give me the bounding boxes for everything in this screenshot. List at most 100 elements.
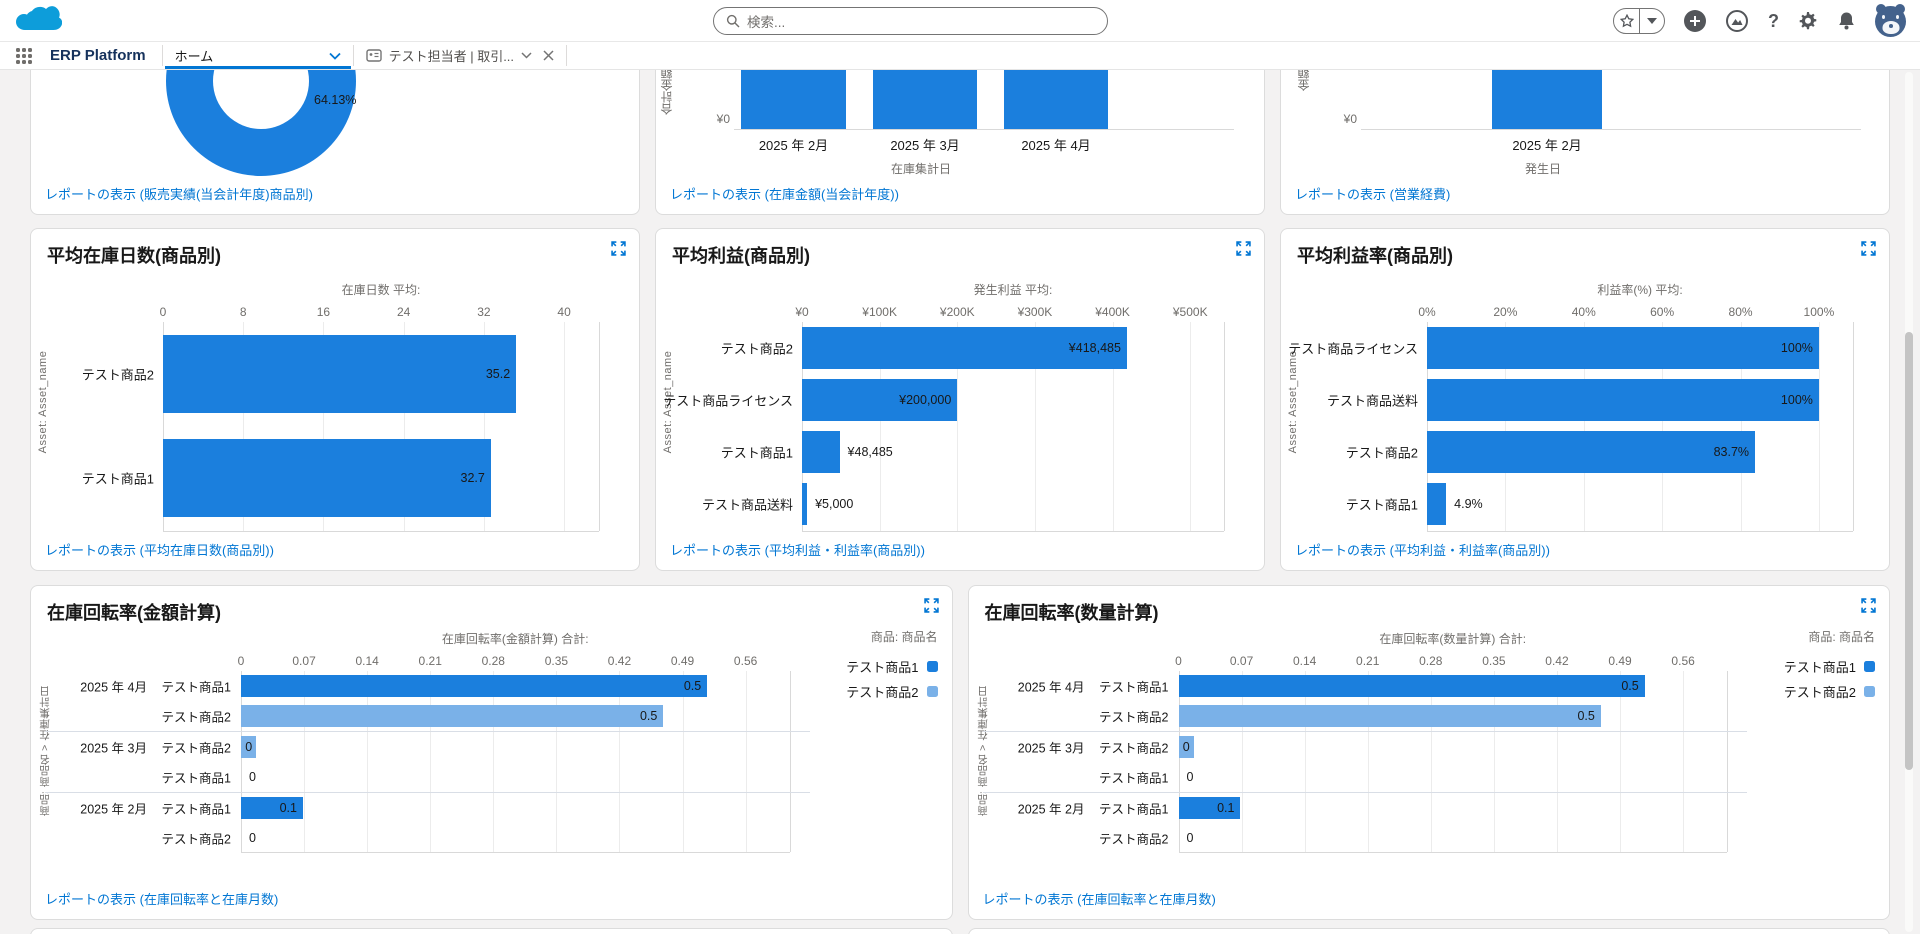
bar-group: 2025 年 4月 テスト商品1 0.5 テスト商品2 0.5 [983, 671, 1748, 731]
tab-home-label[interactable]: ホーム [174, 49, 214, 64]
bar[interactable]: 0.1 [241, 797, 303, 819]
gridline [1224, 322, 1225, 531]
view-report-link[interactable]: レポートの表示 (在庫回転率と在庫月数) [982, 892, 1216, 907]
bar[interactable]: 0.5 [1178, 675, 1645, 697]
bar[interactable]: 0.5 [241, 705, 664, 727]
bar[interactable]: 35.2 [163, 335, 517, 413]
expand-icon[interactable] [923, 598, 940, 614]
gridline [1112, 322, 1114, 531]
value-label: 0.5 [1577, 709, 1595, 723]
value-label: ¥5,000 [815, 497, 854, 511]
gridline [619, 671, 621, 852]
app-launcher-icon[interactable] [16, 48, 32, 64]
x-tick-label: 100% [1803, 305, 1835, 319]
bar[interactable]: 100% [1427, 379, 1819, 421]
bar[interactable] [1004, 70, 1108, 129]
category-label: テスト商品2 [1099, 832, 1169, 847]
expand-icon[interactable] [1236, 241, 1252, 257]
tab-record-close-icon[interactable] [543, 50, 554, 61]
value-label: 35.2 [485, 367, 511, 381]
favorites-star-icon[interactable] [1614, 9, 1639, 33]
bar[interactable]: 32.7 [163, 439, 491, 517]
x-tick-label: 0.07 [1229, 654, 1254, 668]
category-label: テスト商品送料 [701, 497, 793, 513]
bar[interactable]: ¥48,485 [802, 431, 893, 473]
expand-icon[interactable] [1861, 241, 1877, 257]
x-tick-label: 0 [1175, 654, 1182, 668]
grid-layer [1178, 671, 1728, 853]
category-label: テスト商品1 [161, 771, 231, 786]
x-tick-label: 0% [1418, 305, 1436, 319]
bar[interactable]: 0.5 [241, 675, 708, 697]
x-tick-label: 0.49 [1608, 654, 1632, 668]
grouped-hbar-chart: 商品: 商品名 > 在庫集計日 在庫回転率(数量計算) 合計: 0 0.07 0.14 0… [977, 624, 1875, 877]
avatar[interactable] [1875, 3, 1906, 37]
grid-layer [241, 671, 791, 853]
tab-record[interactable]: テスト担当者 | 取引... [354, 42, 566, 69]
legend-entry[interactable]: テスト商品2 [1784, 679, 1875, 704]
expand-icon[interactable] [1861, 598, 1877, 614]
dashboard-card-avg-profit: 平均利益(商品別) Asset: Asset_name 発生利益 平均: ¥0 ¥10… [655, 228, 1265, 571]
record-card-icon [365, 49, 382, 62]
x-tick-label: 60% [1650, 305, 1675, 319]
scrollbar-thumb[interactable] [1905, 332, 1913, 770]
plot-area: テスト商品ライセンス 100% テスト商品送料 100% テスト商品2 83.7% テスト商… [1288, 322, 1854, 532]
legend-entry[interactable]: テスト商品2 [846, 679, 938, 704]
category-label: テスト商品1 [1099, 771, 1169, 786]
gridline [1505, 322, 1507, 531]
global-search-input[interactable]: 検索... [713, 7, 1108, 35]
x-tick-label: ¥300K [1017, 305, 1053, 319]
hbar-chart: Asset: Asset_name 在庫日数 平均: 0 8 16 24 32 40 テスト商品… [37, 273, 625, 532]
category-label: テスト商品2 [161, 832, 231, 847]
global-add-icon[interactable] [1684, 10, 1706, 32]
group-label: 2025 年 3月 [80, 741, 147, 756]
dashboard-card-partial [30, 928, 953, 934]
view-report-link[interactable]: レポートの表示 (在庫回転率と在庫月数) [45, 892, 279, 907]
trailhead-icon[interactable] [1725, 9, 1749, 33]
bar[interactable]: 0.5 [1178, 705, 1601, 727]
view-report-link[interactable]: レポートの表示 (営業経費) [1295, 187, 1451, 202]
gridline [304, 671, 306, 852]
bar[interactable]: ¥418,485 [802, 327, 1127, 369]
tab-record-label[interactable]: テスト担当者 | 取引... [388, 49, 515, 64]
tab-home[interactable]: ホーム [163, 42, 353, 69]
card-title: 在庫回転率(金額計算) [47, 603, 221, 623]
tab-record-chevron-down-icon[interactable] [521, 52, 532, 59]
legend-entry[interactable]: テスト商品1 [1784, 654, 1875, 679]
bar[interactable]: 83.7% [1427, 431, 1756, 473]
axis-title: 在庫日数 平均: [341, 283, 421, 297]
category-label: テスト商品2 [720, 341, 793, 357]
gridline [163, 322, 164, 531]
view-report-link[interactable]: レポートの表示 (販売実績(当会計年度)商品別) [45, 187, 313, 202]
category-label: テスト商品1 [1099, 802, 1169, 817]
bar[interactable] [1492, 70, 1602, 129]
view-report-link[interactable]: レポートの表示 (在庫金額(当会計年度)) [670, 187, 899, 202]
bar[interactable]: 0 [241, 736, 257, 758]
y-axis-label: 合計金額 [660, 70, 674, 115]
bar[interactable]: 4.9% [1427, 483, 1483, 525]
gridline [879, 322, 881, 531]
legend-entry[interactable]: テスト商品1 [846, 654, 938, 679]
view-report-link[interactable]: レポートの表示 (平均利益・利益率(商品別)) [670, 543, 925, 558]
value-label: 64.13% [314, 93, 357, 107]
favorites-caret-icon[interactable] [1639, 9, 1664, 33]
bar[interactable] [873, 70, 977, 129]
dashboard-card-avg-margin: 平均利益率(商品別) Asset: Asset_name 利益率(%) 平均: 0%… [1280, 228, 1890, 571]
tick-row: 0% 20% 40% 60% 80% 100% [1418, 302, 1853, 322]
tab-home-chevron-down-icon[interactable] [328, 52, 341, 60]
view-report-link[interactable]: レポートの表示 (平均利益・利益率(商品別)) [1295, 543, 1550, 558]
bar[interactable]: 0 [1178, 736, 1194, 758]
setup-gear-icon[interactable] [1798, 11, 1818, 31]
bar[interactable]: 100% [1427, 327, 1819, 369]
bar[interactable]: 0.1 [1178, 797, 1241, 819]
bar[interactable]: ¥5,000 [802, 483, 853, 525]
group-label: 2025 年 4月 [80, 680, 147, 695]
bar[interactable] [741, 70, 846, 129]
notification-bell-icon[interactable] [1837, 11, 1856, 31]
view-report-link[interactable]: レポートの表示 (平均在庫日数(商品別)) [45, 543, 274, 558]
help-icon[interactable]: ? [1768, 10, 1779, 31]
bar-row: テスト商品2 ¥418,485 [721, 322, 1224, 374]
bar[interactable]: ¥200,000 [802, 379, 958, 421]
expand-icon[interactable] [611, 241, 627, 257]
x-tick-label: 0.42 [607, 654, 632, 668]
